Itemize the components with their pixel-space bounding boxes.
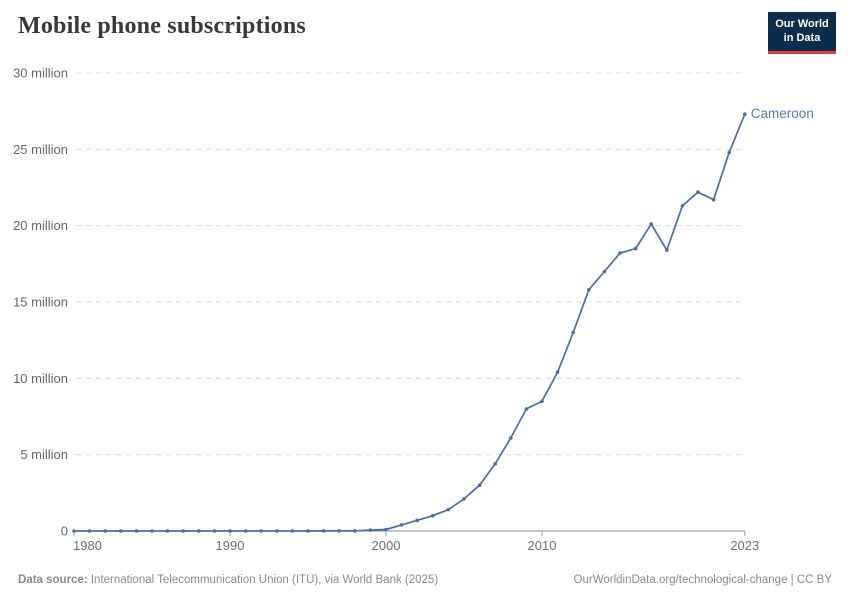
owid-logo-line1: Our World — [775, 18, 829, 30]
data-point[interactable] — [134, 529, 139, 533]
data-point[interactable] — [602, 269, 607, 274]
chart-footer: Data source: International Telecommunica… — [18, 574, 832, 586]
x-axis-tick-label: 1990 — [216, 538, 245, 553]
data-point[interactable] — [150, 529, 154, 533]
data-point[interactable] — [587, 288, 591, 292]
y-axis-tick-label: 0 — [61, 524, 68, 539]
data-point[interactable] — [72, 529, 76, 533]
data-point[interactable] — [368, 528, 373, 532]
data-point[interactable] — [259, 529, 264, 533]
data-point[interactable] — [540, 399, 544, 404]
footer-link[interactable]: OurWorldinData.org/technological-change … — [573, 574, 832, 586]
x-axis-tick-label: 2023 — [730, 538, 759, 553]
data-point[interactable] — [399, 523, 404, 527]
data-point[interactable] — [275, 529, 279, 533]
footer-source-text: International Telecommunication Union (I… — [87, 574, 439, 586]
data-point[interactable] — [618, 251, 622, 255]
footer-source-label: Data source: — [18, 574, 88, 586]
y-axis-tick-label: 25 million — [13, 142, 68, 157]
data-point[interactable] — [290, 529, 295, 533]
data-point[interactable] — [462, 497, 466, 501]
data-point[interactable] — [384, 527, 388, 532]
y-axis-tick-label: 5 million — [20, 447, 68, 462]
y-axis-tick-label: 30 million — [13, 66, 68, 81]
x-axis-tick-label: 1980 — [73, 538, 102, 553]
data-point[interactable] — [446, 507, 451, 512]
data-point[interactable] — [680, 204, 685, 208]
data-point[interactable] — [727, 150, 731, 155]
data-point[interactable] — [337, 529, 342, 533]
page-title: Mobile phone subscriptions — [18, 13, 306, 39]
y-axis-tick-label: 20 million — [13, 218, 68, 233]
data-point[interactable] — [524, 407, 529, 411]
data-point[interactable] — [228, 529, 232, 533]
x-axis-tick-label: 2010 — [528, 538, 557, 553]
footer-source: Data source: International Telecommunica… — [18, 574, 438, 586]
data-point[interactable] — [306, 529, 310, 533]
owid-logo-line2: in Data — [783, 31, 821, 44]
data-point[interactable] — [103, 529, 107, 533]
data-point[interactable] — [711, 197, 716, 202]
y-axis-tick-label: 10 million — [13, 371, 68, 386]
data-point[interactable] — [87, 529, 92, 533]
data-point[interactable] — [119, 529, 123, 533]
data-point[interactable] — [415, 518, 420, 523]
data-point[interactable] — [571, 330, 575, 335]
data-point[interactable] — [665, 248, 669, 252]
data-point[interactable] — [555, 370, 560, 375]
data-point[interactable] — [477, 483, 482, 488]
data-point[interactable] — [353, 529, 357, 533]
x-axis-tick-label: 2000 — [372, 538, 401, 553]
data-point[interactable] — [509, 436, 513, 440]
data-point[interactable] — [243, 529, 248, 533]
data-point[interactable] — [633, 246, 638, 251]
series-end-label: Cameroon — [751, 106, 814, 121]
series-line[interactable] — [73, 113, 746, 532]
data-point[interactable] — [493, 462, 498, 466]
data-point[interactable] — [696, 190, 700, 194]
data-point[interactable] — [197, 529, 201, 533]
data-point[interactable] — [165, 529, 170, 533]
owid-logo[interactable]: Our World in Data — [768, 12, 836, 54]
y-axis-tick-label: 15 million — [13, 295, 68, 310]
data-point[interactable] — [212, 529, 217, 533]
data-point[interactable] — [431, 513, 435, 518]
data-point[interactable] — [743, 112, 747, 116]
data-point[interactable] — [181, 529, 185, 533]
data-point[interactable] — [321, 529, 326, 533]
data-point[interactable] — [649, 222, 653, 226]
